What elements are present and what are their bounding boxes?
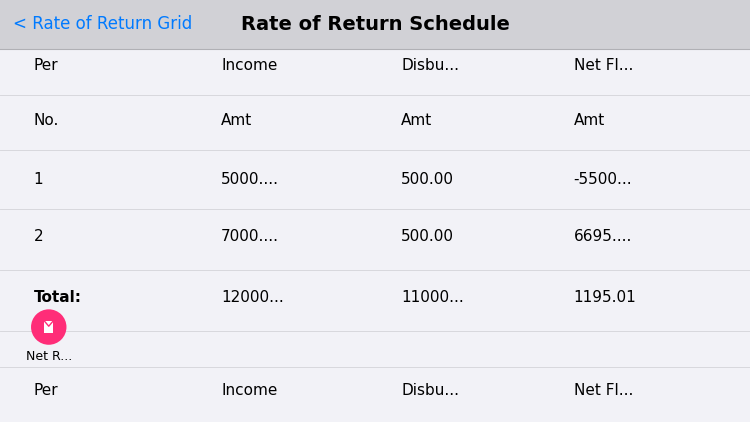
Text: No.: No.: [34, 113, 59, 128]
Text: Net R...: Net R...: [26, 350, 72, 363]
Text: 7000....: 7000....: [221, 229, 279, 244]
Text: 5000....: 5000....: [221, 172, 279, 187]
Text: Disbu...: Disbu...: [401, 58, 459, 73]
Text: Net Fl...: Net Fl...: [574, 383, 633, 398]
Text: Per: Per: [34, 58, 58, 73]
Text: Income: Income: [221, 58, 278, 73]
Text: 500.00: 500.00: [401, 229, 454, 244]
Text: Amt: Amt: [574, 113, 605, 128]
Ellipse shape: [31, 309, 67, 345]
Text: 6695....: 6695....: [574, 229, 632, 244]
Text: Rate of Return Schedule: Rate of Return Schedule: [241, 15, 509, 34]
Text: 11000...: 11000...: [401, 290, 464, 305]
Bar: [0, 0, 750, 49]
Text: 2: 2: [34, 229, 44, 244]
Text: Total:: Total:: [34, 290, 82, 305]
Text: 500.00: 500.00: [401, 172, 454, 187]
Text: 1: 1: [34, 172, 44, 187]
Bar: [44, 321, 53, 333]
Text: 12000...: 12000...: [221, 290, 284, 305]
Text: Amt: Amt: [221, 113, 253, 128]
Text: < Rate of Return Grid: < Rate of Return Grid: [13, 15, 193, 33]
Text: -5500...: -5500...: [574, 172, 632, 187]
Text: 1195.01: 1195.01: [574, 290, 637, 305]
Text: Net Fl...: Net Fl...: [574, 58, 633, 73]
Text: Per: Per: [34, 383, 58, 398]
Text: Income: Income: [221, 383, 278, 398]
Text: Disbu...: Disbu...: [401, 383, 459, 398]
Text: Amt: Amt: [401, 113, 433, 128]
